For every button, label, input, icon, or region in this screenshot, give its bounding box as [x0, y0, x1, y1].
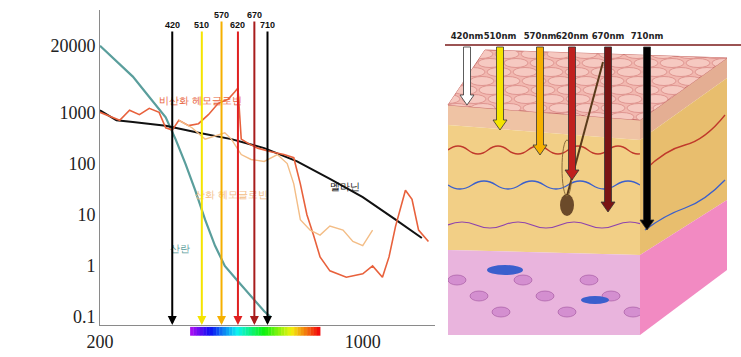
svg-text:510: 510: [194, 20, 209, 30]
svg-text:710nm: 710nm: [631, 31, 664, 41]
svg-text:1000: 1000: [345, 332, 381, 352]
svg-text:10: 10: [77, 205, 95, 225]
svg-text:620nm: 620nm: [556, 31, 589, 41]
svg-text:1000: 1000: [59, 103, 95, 123]
svg-text:1: 1: [86, 256, 95, 276]
svg-text:420nm: 420nm: [451, 31, 484, 41]
svg-text:510nm: 510nm: [484, 31, 517, 41]
svg-text:620: 620: [230, 20, 245, 30]
svg-text:570: 570: [214, 10, 229, 20]
svg-text:산란: 산란: [170, 243, 190, 254]
svg-text:670: 670: [247, 10, 262, 20]
svg-text:20000: 20000: [50, 36, 95, 56]
svg-text:570nm: 570nm: [524, 31, 557, 41]
svg-text:200: 200: [87, 332, 114, 352]
svg-text:420: 420: [165, 20, 180, 30]
svg-text:0.1: 0.1: [73, 307, 96, 327]
svg-text:670nm: 670nm: [592, 31, 625, 41]
svg-text:100: 100: [68, 154, 95, 174]
svg-text:멜라닌: 멜라닌: [330, 181, 360, 192]
svg-text:710: 710: [260, 20, 275, 30]
svg-text:산화 헤모글로빈: 산화 헤모글로빈: [195, 189, 268, 200]
svg-text:비산화 헤모글로빈: 비산화 헤모글로빈: [159, 95, 242, 106]
